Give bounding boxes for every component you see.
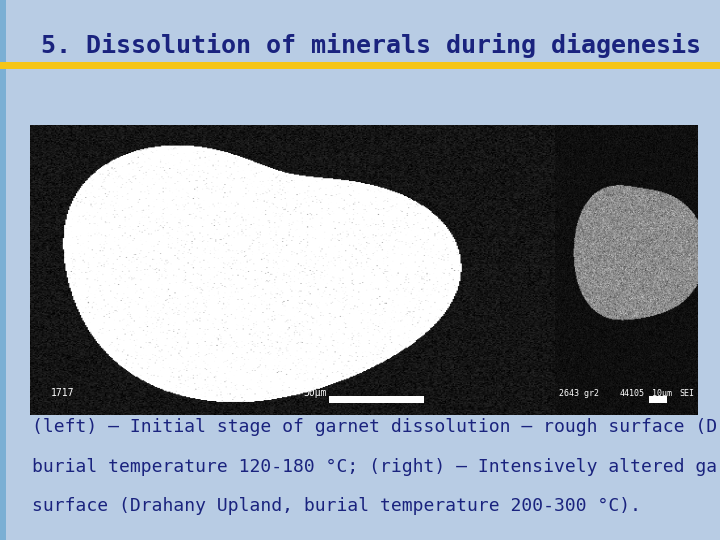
Bar	[0, 0, 6, 540]
Text: 2643 gr2: 2643 gr2	[559, 389, 599, 397]
Text: surface (Drahany Upland, burial temperature 200-300 °C).: surface (Drahany Upland, burial temperat…	[32, 497, 642, 515]
Text: SEI: SEI	[680, 389, 694, 397]
Text: (left) – Initial stage of garnet dissolution – rough surface (Drahany Upland,: (left) – Initial stage of garnet dissolu…	[32, 417, 720, 436]
Bar	[649, 396, 667, 403]
Bar	[329, 396, 424, 403]
Text: 44105: 44105	[619, 389, 644, 397]
Text: 30μm: 30μm	[303, 388, 326, 397]
Text: 1717: 1717	[51, 388, 74, 397]
Text: 5. Dissolution of minerals during diagenesis: 5. Dissolution of minerals during diagen…	[41, 33, 701, 58]
Text: 45006: 45006	[177, 388, 207, 397]
Bar	[0, 62, 720, 69]
Text: burial temperature 120-180 °C; (right) – Intensively altered garnet – rough: burial temperature 120-180 °C; (right) –…	[32, 458, 720, 476]
Text: 10μm: 10μm	[652, 389, 672, 397]
